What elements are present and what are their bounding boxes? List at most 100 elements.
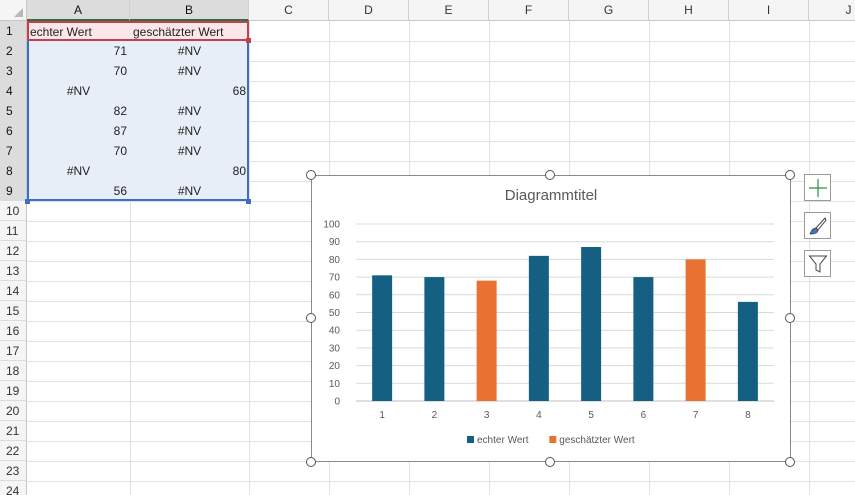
- legend-swatch: [549, 436, 557, 443]
- column-header-b[interactable]: B: [130, 0, 249, 21]
- row-header-13[interactable]: 13: [0, 261, 27, 281]
- row-header-6[interactable]: 6: [0, 121, 27, 141]
- row-header-21[interactable]: 21: [0, 421, 27, 441]
- legend-swatch: [467, 436, 474, 443]
- row-header-22[interactable]: 22: [0, 441, 27, 461]
- gridline: [27, 161, 855, 162]
- column-header-f[interactable]: F: [489, 0, 569, 21]
- cell-a2[interactable]: 71: [113, 44, 127, 58]
- row-header-19[interactable]: 19: [0, 381, 27, 401]
- gridline: [249, 21, 250, 495]
- chart-resize-handle[interactable]: [306, 313, 316, 323]
- cell-a5[interactable]: 82: [113, 104, 127, 118]
- column-header-c[interactable]: C: [249, 0, 329, 21]
- range-resize-handle[interactable]: [25, 199, 30, 204]
- row-header-5[interactable]: 5: [0, 101, 27, 121]
- cell-b7[interactable]: #NV: [177, 144, 202, 158]
- row-header-23[interactable]: 23: [0, 461, 27, 481]
- row-header-7[interactable]: 7: [0, 141, 27, 161]
- column-header-a[interactable]: A: [27, 0, 130, 21]
- brush-icon: [809, 217, 827, 235]
- gridline: [27, 481, 855, 482]
- range-resize-handle[interactable]: [246, 199, 251, 204]
- y-tick-label: 90: [329, 237, 341, 248]
- row-header-10[interactable]: 10: [0, 201, 27, 221]
- row-header-16[interactable]: 16: [0, 321, 27, 341]
- cell-a4[interactable]: #NV: [66, 84, 91, 98]
- column-header-g[interactable]: G: [569, 0, 649, 21]
- y-tick-label: 80: [329, 255, 341, 266]
- row-header-1[interactable]: 1: [0, 21, 27, 41]
- chart-resize-handle[interactable]: [785, 170, 795, 180]
- column-header-i[interactable]: I: [729, 0, 809, 21]
- cell-a9[interactable]: 56: [113, 184, 127, 198]
- chart-resize-handle[interactable]: [545, 170, 555, 180]
- series-values-range-outline: [27, 40, 249, 201]
- cell-b4[interactable]: 68: [232, 84, 246, 98]
- row-header-12[interactable]: 12: [0, 241, 27, 261]
- plus-icon: [809, 179, 827, 197]
- x-tick-label: 1: [379, 410, 385, 421]
- cell-a7[interactable]: 70: [113, 144, 127, 158]
- row-header-20[interactable]: 20: [0, 401, 27, 421]
- cell-a3[interactable]: 70: [113, 64, 127, 78]
- row-header-2[interactable]: 2: [0, 41, 27, 61]
- y-tick-label: 60: [329, 290, 341, 301]
- chart-bar: [528, 255, 549, 401]
- column-header-j[interactable]: J: [809, 0, 855, 21]
- row-header-4[interactable]: 4: [0, 81, 27, 101]
- chart-resize-handle[interactable]: [785, 313, 795, 323]
- chart-filter-button[interactable]: [804, 250, 831, 277]
- cell-a6[interactable]: 87: [113, 124, 127, 138]
- cell-b9[interactable]: #NV: [177, 184, 202, 198]
- gridline: [27, 61, 855, 62]
- y-tick-label: 50: [329, 308, 341, 319]
- cell-a8[interactable]: #NV: [66, 164, 91, 178]
- chart-resize-handle[interactable]: [545, 457, 555, 467]
- chart-object[interactable]: Diagrammtitel 0 10 20 30 40 50 60 70 80 90 100 1 2 3 4…: [311, 175, 791, 462]
- row-header-15[interactable]: 15: [0, 301, 27, 321]
- cell-a1[interactable]: echter Wert: [30, 25, 92, 39]
- chart-styles-button[interactable]: [804, 212, 831, 239]
- row-header-11[interactable]: 11: [0, 221, 27, 241]
- cell-b1[interactable]: geschätzter Wert: [133, 25, 224, 39]
- select-all-triangle-icon: [14, 8, 23, 17]
- cell-b5[interactable]: #NV: [177, 104, 202, 118]
- column-header-h[interactable]: H: [649, 0, 729, 21]
- y-tick-label: 0: [334, 397, 340, 408]
- x-tick-label: 6: [641, 410, 647, 421]
- chart-title[interactable]: Diagrammtitel: [504, 187, 598, 204]
- cell-b2[interactable]: #NV: [177, 44, 202, 58]
- row-header-9[interactable]: 9: [0, 181, 27, 201]
- y-tick-label: 100: [323, 220, 340, 231]
- range-resize-handle[interactable]: [246, 38, 251, 43]
- cell-b3[interactable]: #NV: [177, 64, 202, 78]
- series-range-b: [130, 41, 249, 201]
- chart-resize-handle[interactable]: [306, 457, 316, 467]
- row-header-3[interactable]: 3: [0, 61, 27, 81]
- chart-elements-button[interactable]: [804, 174, 831, 201]
- series-range-a: [27, 41, 130, 201]
- column-header-e[interactable]: E: [409, 0, 489, 21]
- row-header-14[interactable]: 14: [0, 281, 27, 301]
- select-all-button[interactable]: [0, 0, 27, 21]
- chart-resize-handle[interactable]: [785, 457, 795, 467]
- cell-b6[interactable]: #NV: [177, 124, 202, 138]
- chart-bar: [581, 247, 602, 401]
- gridline: [27, 141, 855, 142]
- row-header-24[interactable]: 24: [0, 481, 27, 495]
- funnel-icon: [808, 255, 828, 273]
- chart-resize-handle[interactable]: [306, 170, 316, 180]
- row-header-17[interactable]: 17: [0, 341, 27, 361]
- legend-label: geschätzter Wert: [559, 435, 635, 446]
- chart-bar: [685, 259, 706, 401]
- chart-plot[interactable]: 0 10 20 30 40 50 60 70 80 90 100 1 2 3 4 5 6 7 8 echter Wer…: [312, 176, 790, 461]
- column-header-d[interactable]: D: [329, 0, 409, 21]
- y-tick-label: 70: [329, 273, 341, 284]
- row-header-8[interactable]: 8: [0, 161, 27, 181]
- cell-b8[interactable]: 80: [232, 164, 246, 178]
- row-header-18[interactable]: 18: [0, 361, 27, 381]
- x-tick-label: 7: [693, 410, 699, 421]
- gridline: [27, 41, 855, 42]
